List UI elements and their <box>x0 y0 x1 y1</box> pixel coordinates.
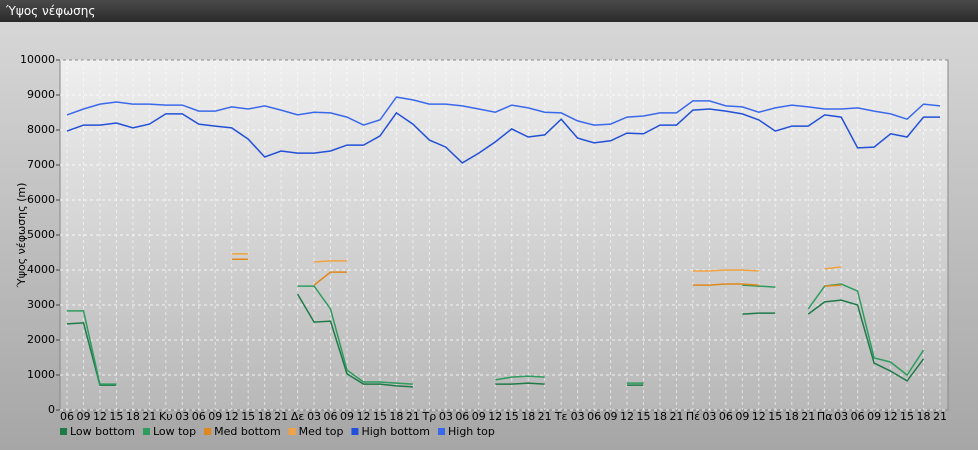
y-tick-label: 9000 <box>27 88 55 101</box>
x-tick-label: 09 <box>340 410 354 423</box>
y-tick-label: 4000 <box>27 263 55 276</box>
x-tick-label: 03 <box>439 410 453 423</box>
x-tick-label: 15 <box>109 410 123 423</box>
legend-label: Med top <box>299 425 344 438</box>
series-line <box>231 258 842 287</box>
x-tick-label: 15 <box>241 410 255 423</box>
y-tick-label: 5000 <box>27 228 55 241</box>
x-tick-label: 21 <box>933 410 947 423</box>
y-axis-label: Ύψος νέφωσης (m) <box>15 183 28 289</box>
x-tick-label: 06 <box>192 410 206 423</box>
x-tick-label: 09 <box>735 410 749 423</box>
legend-label: Low bottom <box>70 425 135 438</box>
x-tick-label: 21 <box>406 410 420 423</box>
series-line <box>66 108 940 164</box>
x-tick-label: 18 <box>917 410 931 423</box>
y-tick-label: 10000 <box>20 53 55 66</box>
legend-swatch <box>288 428 296 435</box>
x-tick-label: 18 <box>389 410 403 423</box>
x-tick-label: Πέ <box>686 410 700 423</box>
chart: Ύψος νέφωσης (m) 0 1000 2000 3000 4000 5000 60… <box>15 53 949 438</box>
x-tick-label: Τρ <box>422 410 437 423</box>
x-tick-label: 18 <box>521 410 535 423</box>
legend-label: High bottom <box>361 425 430 438</box>
y-tick-label: 3000 <box>27 298 55 311</box>
series-line <box>67 283 925 385</box>
x-tick-label: 15 <box>637 410 651 423</box>
x-tick-label: 09 <box>867 410 881 423</box>
x-tick-label: 21 <box>669 410 683 423</box>
y-tick-label: 2000 <box>27 333 55 346</box>
x-tick-label: 21 <box>801 410 815 423</box>
legend-swatch <box>204 428 212 435</box>
x-tick-label: 18 <box>653 410 667 423</box>
x-tick-label: 18 <box>785 410 799 423</box>
x-tick-label: Τε <box>554 410 568 423</box>
y-tick-label: 6000 <box>27 193 55 206</box>
x-tick-label: 03 <box>307 410 321 423</box>
legend-label: Med bottom <box>214 425 281 438</box>
x-tick-label: 06 <box>60 410 74 423</box>
legend-label: Low top <box>153 425 196 438</box>
y-tick-label: 7000 <box>27 158 55 171</box>
x-tick-label: 21 <box>142 410 156 423</box>
x-tick-label: 21 <box>274 410 288 423</box>
x-tick-label: 18 <box>126 410 140 423</box>
legend-swatch <box>438 428 445 435</box>
x-tick-label: Πα <box>817 410 833 423</box>
x-tick-label: 06 <box>587 410 601 423</box>
x-tick-label: 12 <box>488 410 502 423</box>
x-tick-label: 03 <box>571 410 585 423</box>
x-tick-label: 03 <box>834 410 848 423</box>
x-tick-label: 03 <box>175 410 189 423</box>
x-tick-label: 15 <box>768 410 782 423</box>
x-tick-label: 18 <box>258 410 272 423</box>
x-tick-label: 09 <box>76 410 90 423</box>
y-tick-label: 0 <box>48 403 55 416</box>
x-tick-label: 12 <box>356 410 370 423</box>
x-tick-label: 12 <box>884 410 898 423</box>
x-tick-label: Κυ <box>159 410 173 423</box>
x-tick-label: 15 <box>505 410 519 423</box>
x-tick-label: 12 <box>752 410 766 423</box>
legend-swatch <box>351 428 359 435</box>
x-tick-label: 12 <box>620 410 634 423</box>
x-tick-label: 12 <box>225 410 239 423</box>
x-tick-label: 06 <box>324 410 338 423</box>
x-tick-label: 15 <box>373 410 387 423</box>
x-tick-label: 06 <box>719 410 733 423</box>
legend-swatch <box>142 428 150 435</box>
series-line <box>231 253 842 272</box>
x-tick-label: 09 <box>208 410 222 423</box>
window-title: Ύψος νέφωσης <box>0 0 978 22</box>
legend-swatch <box>60 428 67 435</box>
x-tick-label: 03 <box>702 410 716 423</box>
x-tick-label: 09 <box>472 410 486 423</box>
x-tick-label: Δε <box>291 410 305 423</box>
x-tick-label: 06 <box>455 410 469 423</box>
x-tick-label: 09 <box>604 410 618 423</box>
x-tick-label: 21 <box>538 410 552 423</box>
x-tick-label: 12 <box>93 410 107 423</box>
y-tick-label: 1000 <box>27 368 55 381</box>
series-line <box>66 293 925 388</box>
y-tick-label: 8000 <box>27 123 55 136</box>
series-line <box>66 96 941 126</box>
x-tick-label: 06 <box>851 410 865 423</box>
legend-label: High top <box>448 425 495 438</box>
x-tick-label: 15 <box>900 410 914 423</box>
